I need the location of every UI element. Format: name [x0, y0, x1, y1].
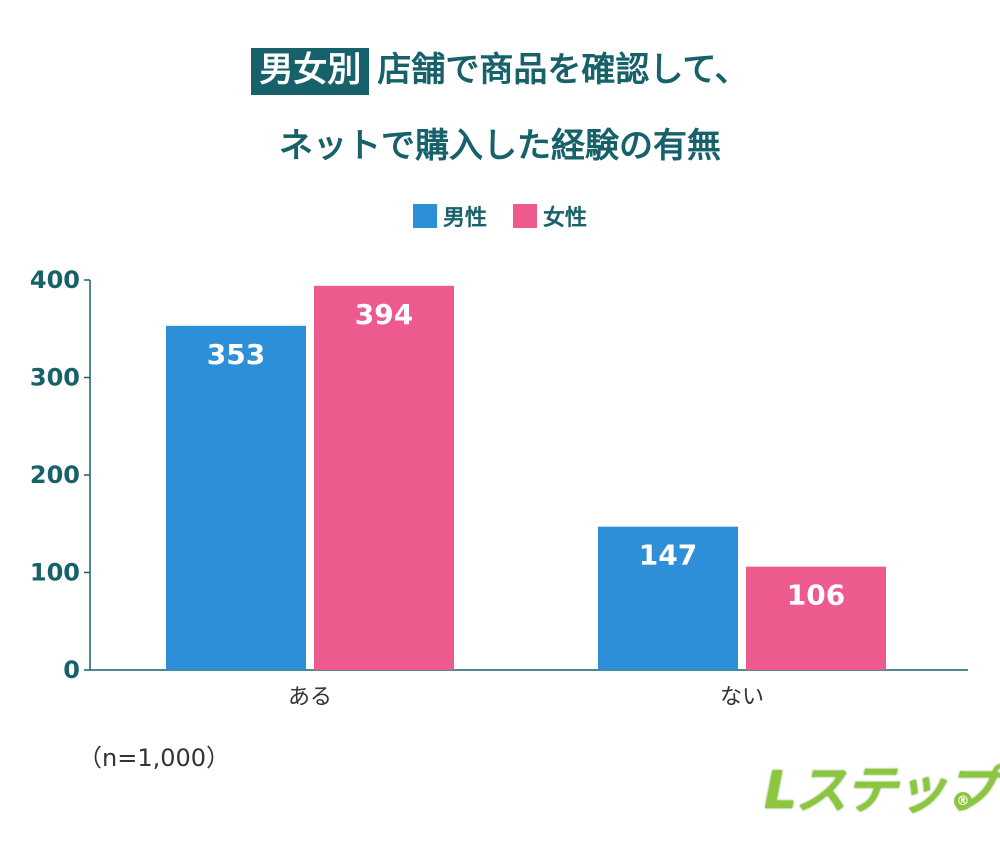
chart-title-line-1: 男女別 店舗で商品を確認して、 — [0, 48, 1000, 96]
bar-value-label: 353 — [207, 338, 265, 371]
sample-size-note: （n=1,000） — [78, 744, 231, 772]
legend-item-male: 男性 — [412, 200, 487, 232]
bar-value-label: 394 — [355, 298, 413, 331]
y-tick-label: 100 — [30, 559, 80, 587]
y-tick-label: 0 — [63, 656, 80, 684]
legend: 男性 女性 — [0, 200, 1000, 232]
y-tick-label: 300 — [30, 364, 80, 392]
legend-item-female: 女性 — [513, 200, 587, 232]
logo-text: Lステップ — [762, 759, 999, 823]
title-text-1: 店舗で商品を確認して、 — [377, 50, 749, 90]
bar-male — [598, 526, 738, 670]
legend-label-male: 男性 — [442, 206, 487, 231]
y-tick-label: 400 — [30, 266, 80, 294]
bar-male — [166, 325, 306, 670]
legend-swatch-female — [513, 204, 537, 228]
bar-female — [314, 285, 454, 670]
registered-mark-icon: ® — [954, 792, 972, 810]
lstep-logo: Lステップ ® — [762, 748, 999, 823]
bar-female — [746, 566, 886, 670]
y-tick-label: 200 — [30, 461, 80, 489]
x-category-label: ある — [288, 685, 332, 710]
legend-swatch-male — [412, 204, 437, 228]
x-category-label: ない — [720, 685, 764, 710]
chart-title-line-2: ネットで購入した経験の有無 — [279, 126, 721, 166]
legend-label-female: 女性 — [543, 206, 588, 231]
bar-value-label: 147 — [639, 539, 697, 572]
title-badge: 男女別 — [251, 48, 370, 96]
bar-value-label: 106 — [787, 579, 845, 612]
